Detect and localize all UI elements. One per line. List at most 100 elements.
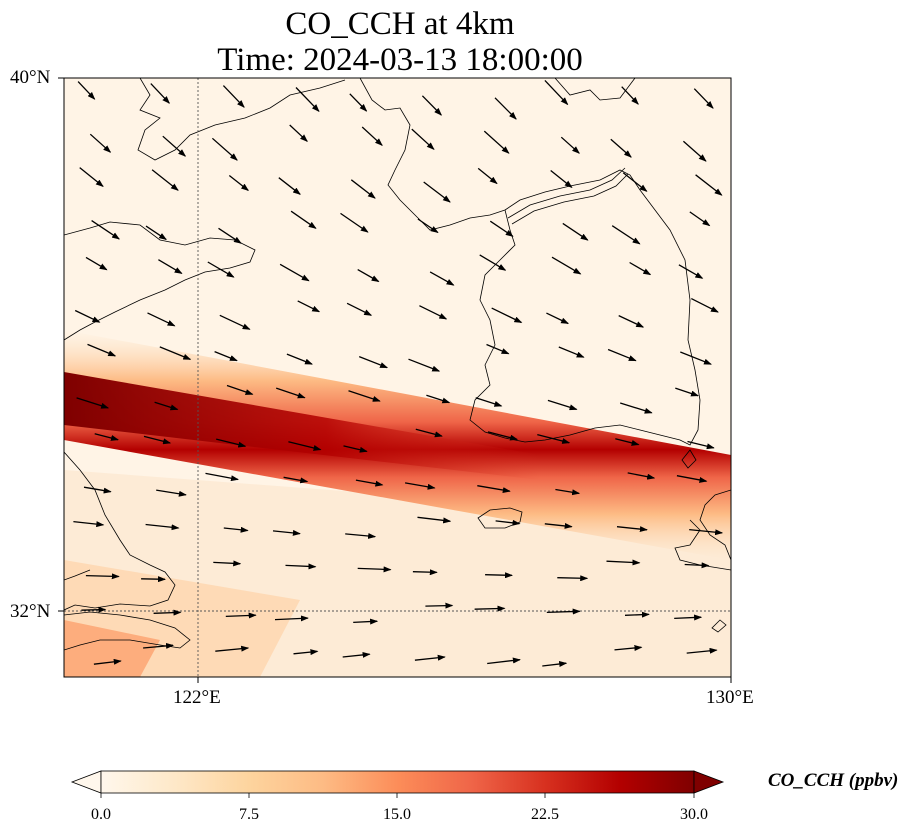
wind-arrow [225, 612, 257, 619]
wind-arrow [143, 435, 172, 445]
concentration-field [64, 78, 731, 677]
wind-arrow [485, 572, 513, 579]
lat-tick-40n: 40°N [10, 67, 51, 88]
wind-arrow [211, 137, 238, 161]
wind-arrow [675, 387, 699, 397]
wind-arrow [689, 528, 724, 536]
wind-arrow [486, 343, 510, 355]
wind-arrow [547, 399, 578, 411]
wind-arrow [546, 608, 581, 615]
wind-arrow [611, 225, 641, 245]
wind-arrow [297, 300, 321, 313]
wind-arrow [494, 97, 517, 120]
wind-arrow [355, 479, 384, 487]
wind-arrow [495, 519, 521, 526]
wind-arrow [412, 569, 438, 576]
wind-arrow [408, 358, 441, 372]
wind-arrow [361, 126, 383, 146]
wind-arrow [491, 307, 523, 324]
wind-arrow [207, 261, 235, 278]
wind-arrow [610, 138, 632, 158]
wind-arrow [74, 309, 101, 323]
wind-arrow [159, 346, 192, 361]
colorbar-tick-label: 30.0 [680, 806, 708, 823]
wind-arrow [73, 520, 105, 528]
wind-arrow [93, 658, 122, 665]
wind-arrow [489, 220, 514, 237]
colorbar-label: CO_CCH (ppbv) [768, 770, 899, 791]
wind-arrow [85, 256, 108, 271]
wind-arrow [83, 486, 112, 494]
wind-arrow [158, 259, 183, 274]
wind-arrow [678, 264, 704, 279]
wind-arrow [89, 133, 112, 153]
colorbar-tick-label: 15.0 [383, 806, 411, 823]
axis-ticks [58, 77, 732, 683]
wind-arrow [542, 661, 568, 667]
wind-arrow [205, 472, 239, 482]
jeju-island [477, 507, 523, 529]
coastlines [64, 78, 731, 651]
wind-arrow [546, 312, 570, 325]
wind-arrow [340, 212, 369, 233]
wind-arrow [289, 124, 308, 142]
wind-arrow [349, 93, 368, 112]
wind-arrow [290, 210, 317, 229]
wind-arrow [85, 573, 120, 580]
wind-arrow [680, 351, 712, 365]
wind-arrow [357, 269, 380, 283]
wind-arrow [156, 489, 187, 497]
wind-arrow [615, 438, 640, 446]
wind-arrow [288, 441, 322, 451]
wind-arrow [223, 526, 249, 533]
wind-arrow [145, 225, 167, 240]
wind-arrow [487, 431, 519, 441]
wind-arrow [285, 563, 317, 570]
wind-arrow [687, 440, 715, 450]
wind-arrow [557, 575, 589, 582]
wind-arrow [558, 346, 585, 358]
wind-arrow [358, 355, 389, 369]
wind-arrow [295, 87, 320, 113]
wind-arrow [228, 174, 249, 192]
wind-arrow [560, 136, 580, 154]
wind-arrow [272, 529, 301, 536]
wind-arrow [607, 348, 637, 362]
wind-arrow [91, 220, 120, 240]
wind-arrow [627, 472, 656, 480]
wind-arrow [620, 402, 653, 414]
wind-arrow [278, 177, 301, 195]
wind-arrow [622, 172, 648, 192]
wind-arrow [77, 81, 96, 100]
wind-arrow [216, 438, 247, 448]
wind-arrow [423, 181, 451, 203]
wind-arrow [475, 397, 503, 407]
wind-arrow [695, 174, 723, 196]
wind-arrow [411, 128, 435, 150]
wind-arrow [616, 526, 648, 533]
wind-arrow [691, 298, 719, 313]
wind-arrow [426, 394, 451, 404]
wind-arrow [686, 647, 718, 654]
wind-arrow [421, 95, 443, 116]
wind-arrow [674, 614, 703, 621]
lon-tick-122e: 122°E [173, 687, 221, 708]
wind-arrow [551, 256, 582, 275]
wind-arrow [357, 566, 392, 573]
wind-arrow [429, 271, 455, 286]
wind-arrow [154, 401, 179, 411]
wind-arrow [483, 130, 510, 154]
colorbar-tick-label: 0.0 [91, 806, 111, 823]
wind-arrow [87, 343, 117, 357]
wind-arrow [624, 611, 650, 618]
wind-arrow [342, 651, 371, 658]
wind-arrow [684, 562, 710, 569]
wind-arrow [214, 350, 238, 362]
colorbar [70, 770, 725, 798]
wind-arrow [150, 83, 170, 104]
wind-arrow [141, 576, 166, 583]
wind-arrow [479, 254, 507, 271]
wind-arrow [76, 397, 110, 409]
wind-arrow [614, 644, 643, 651]
colorbar-extend-min [70, 770, 102, 794]
